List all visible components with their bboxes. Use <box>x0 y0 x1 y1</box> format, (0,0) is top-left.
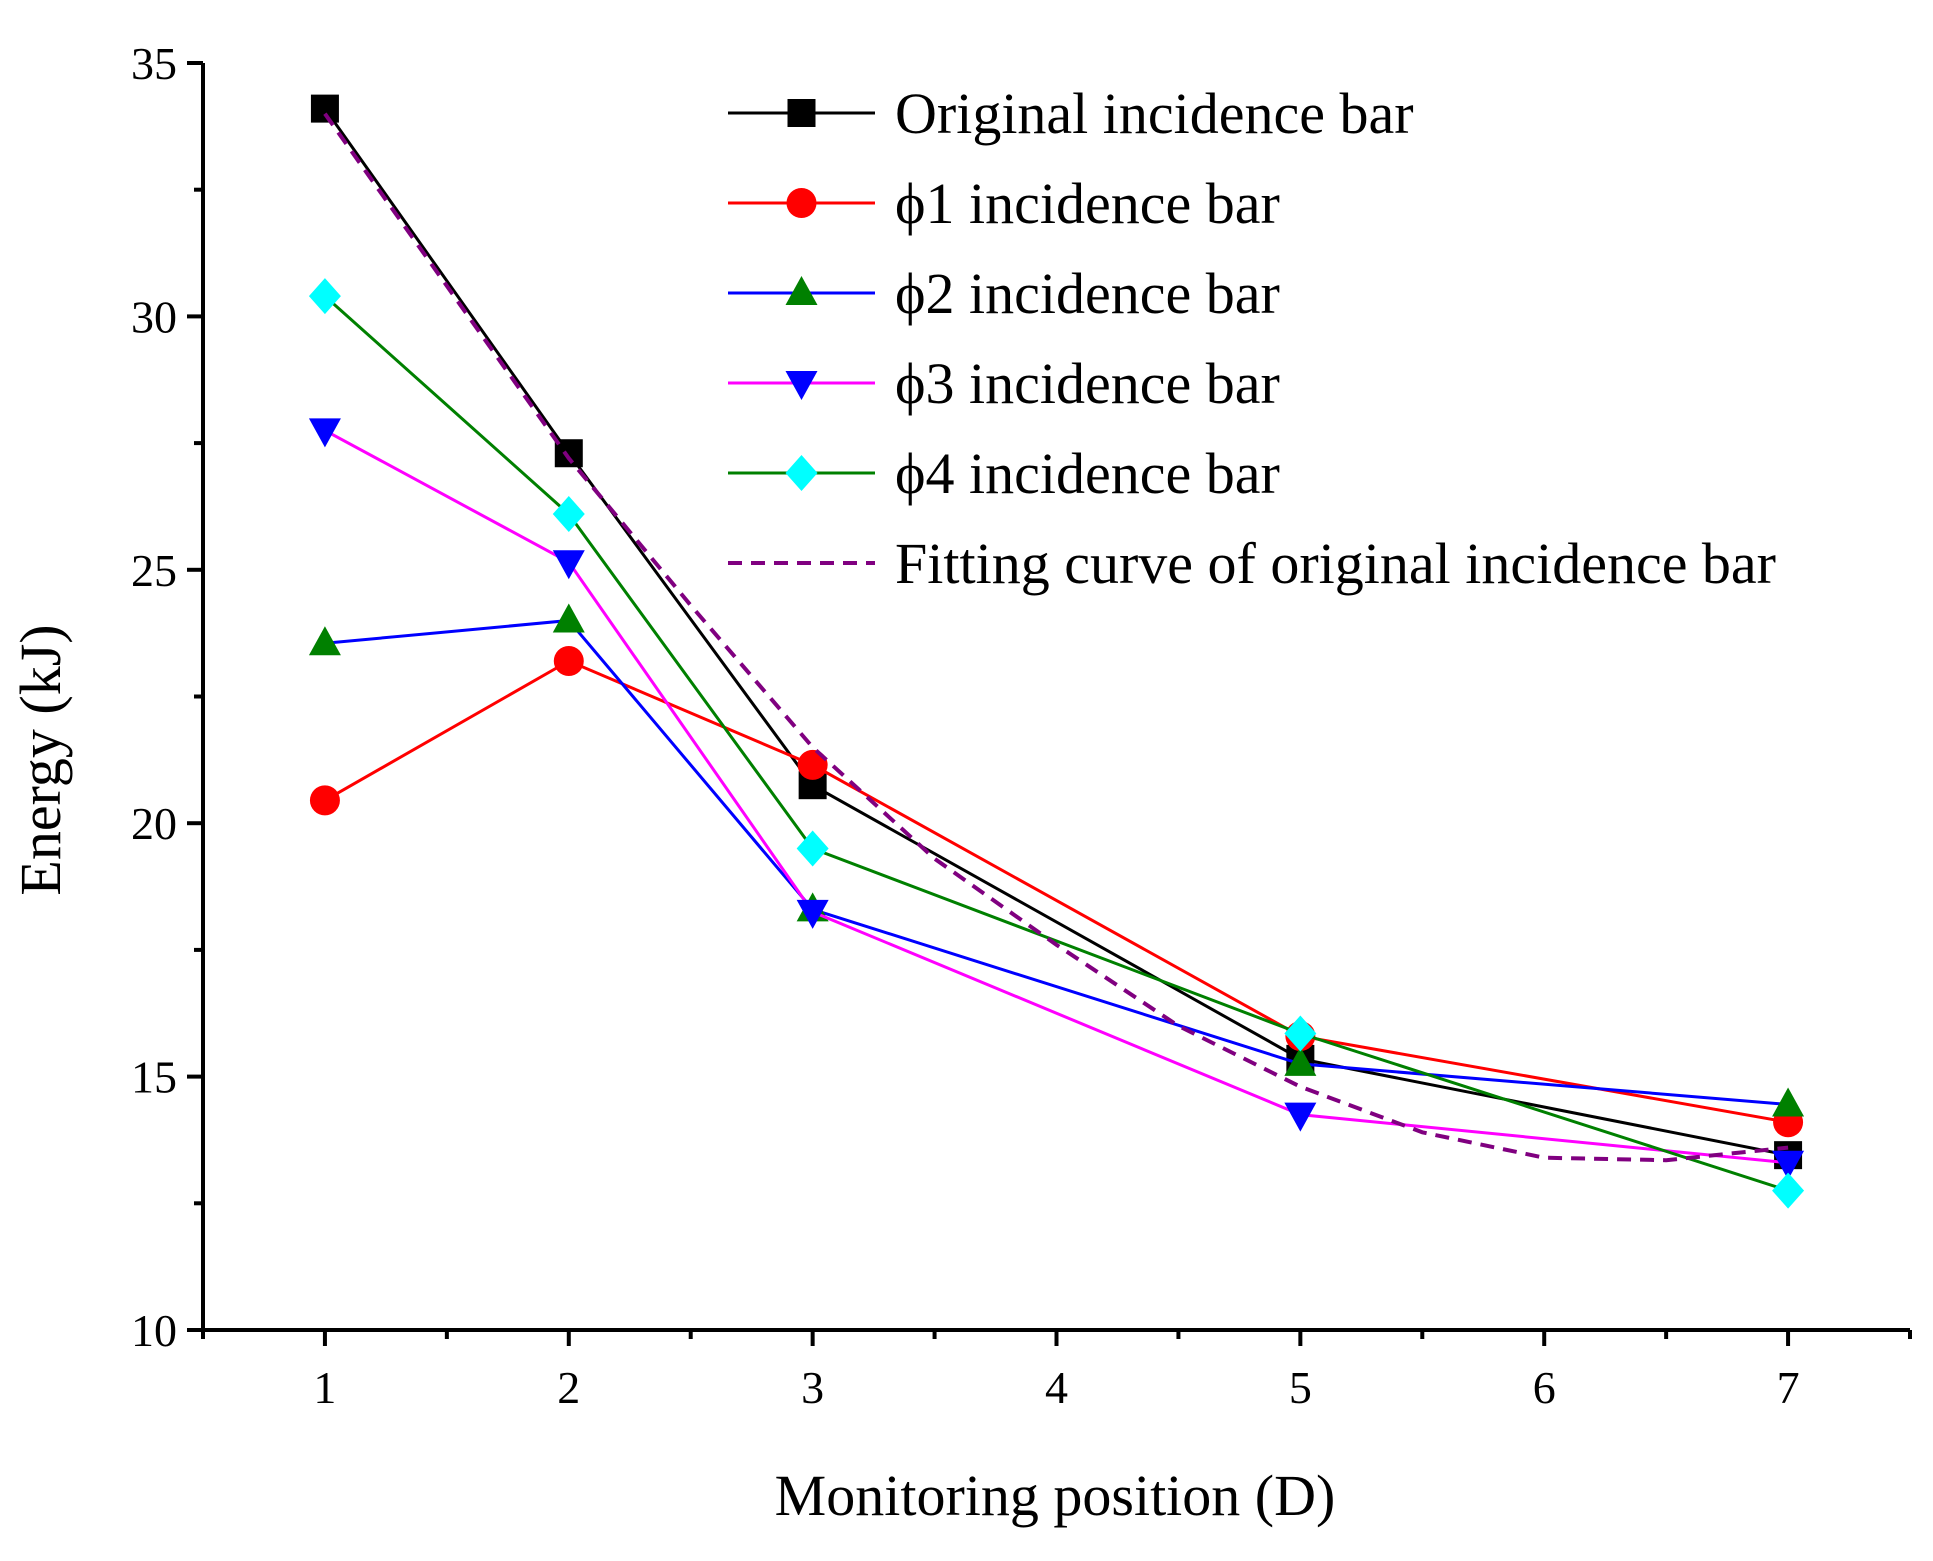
data-point <box>554 439 583 468</box>
y-tick-label: 20 <box>131 798 177 849</box>
series-1 <box>309 646 1804 1138</box>
series-layer <box>308 94 1805 1209</box>
x-tick-label: 1 <box>313 1362 336 1413</box>
x-tick-label: 7 <box>1777 1362 1800 1413</box>
y-tick-label: 25 <box>131 545 177 596</box>
data-point <box>553 646 584 677</box>
data-point <box>310 94 339 123</box>
y-tick-label: 15 <box>131 1052 177 1103</box>
x-tick-label: 2 <box>557 1362 580 1413</box>
legend-label: Fitting curve of original incidence bar <box>895 531 1776 596</box>
x-tick-label: 4 <box>1045 1362 1068 1413</box>
data-point <box>552 603 585 633</box>
x-axis-title: Monitoring position (D) <box>775 1463 1336 1528</box>
legend-entry: ϕ4 incidence bar <box>728 441 1280 506</box>
legend-marker <box>785 276 818 305</box>
data-point <box>1284 1102 1317 1132</box>
legend-entry: Fitting curve of original incidence bar <box>728 531 1776 596</box>
legend-label: ϕ2 incidence bar <box>895 261 1280 326</box>
data-point <box>1284 1015 1317 1052</box>
data-point <box>308 626 341 656</box>
y-tick-label: 30 <box>131 291 177 342</box>
data-point <box>308 278 341 315</box>
data-point <box>308 418 341 448</box>
series-line <box>324 659 1789 1124</box>
legend-entry: ϕ2 incidence bar <box>728 261 1280 326</box>
x-tick-label: 5 <box>1289 1362 1312 1413</box>
legend-label: ϕ4 incidence bar <box>895 441 1280 506</box>
series-4 <box>308 278 1805 1209</box>
series-3 <box>308 418 1805 1180</box>
data-point <box>552 496 585 533</box>
series-line <box>323 294 1789 1193</box>
legend-label: ϕ3 incidence bar <box>895 351 1280 416</box>
legend-marker <box>785 371 818 400</box>
y-axis-title: Energy (kJ) <box>8 624 73 895</box>
legend-entry: Original incidence bar <box>728 81 1414 146</box>
legend: Original incidence bar ϕ1 incidence bar ϕ2… <box>728 81 1776 596</box>
x-tick-label: 3 <box>801 1362 824 1413</box>
series-0 <box>310 94 1803 1170</box>
legend-marker <box>787 99 816 127</box>
data-point <box>1772 1150 1805 1180</box>
y-tick-label: 10 <box>131 1305 177 1356</box>
legend-label: Original incidence bar <box>895 81 1414 146</box>
x-tick-label: 6 <box>1533 1362 1556 1413</box>
legend-marker <box>786 188 817 218</box>
data-point <box>552 550 585 580</box>
data-point <box>1772 1087 1805 1117</box>
series-5 <box>323 112 1789 1163</box>
series-line <box>323 112 1789 1163</box>
legend-label: ϕ1 incidence bar <box>895 171 1280 236</box>
data-point <box>797 749 828 780</box>
data-point <box>1284 1046 1317 1076</box>
axes: 10 15 20 25 30 35 1 2 3 4 5 6 7 <box>131 38 1912 1413</box>
data-point <box>796 830 829 867</box>
legend-entry: ϕ1 incidence bar <box>728 171 1280 236</box>
legend-marker <box>785 455 818 491</box>
data-point <box>309 785 340 816</box>
series-line <box>324 618 1789 1106</box>
y-tick-label: 35 <box>131 38 177 89</box>
data-point <box>1772 1172 1805 1209</box>
data-point <box>796 899 829 929</box>
legend-entry: ϕ3 incidence bar <box>728 351 1280 416</box>
